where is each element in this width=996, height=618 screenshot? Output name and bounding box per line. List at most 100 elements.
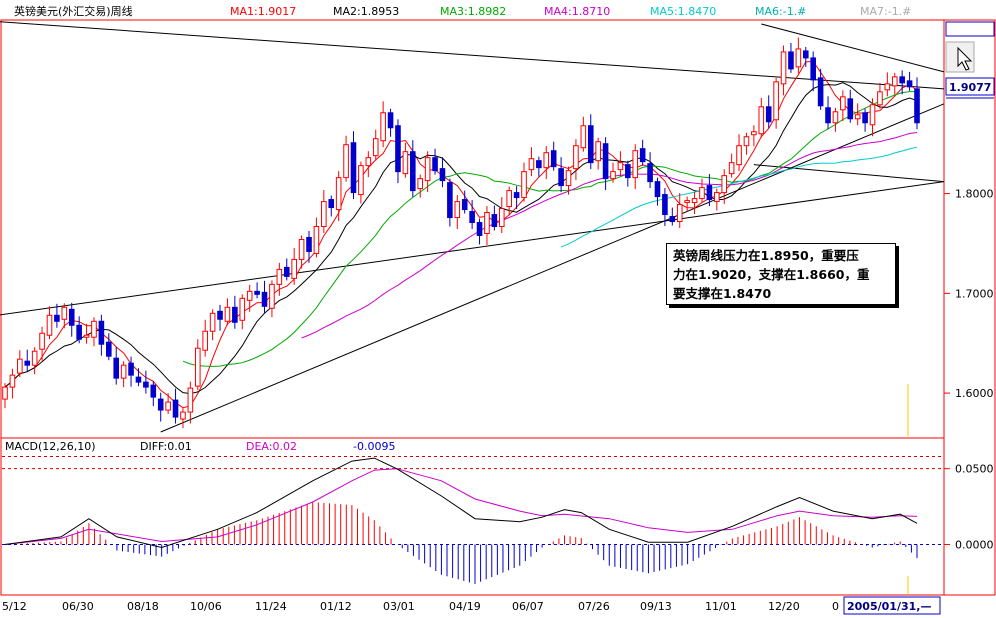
candle-body (802, 50, 809, 59)
candle-body (387, 112, 394, 129)
candle-body (714, 192, 720, 203)
y-tick-label: 1.7000 (955, 287, 994, 300)
candle-body (862, 112, 868, 124)
x-tick-label: 04/19 (449, 600, 481, 613)
ma-legend: MA1:1.9017 MA2:1.8953 MA3:1.8982 MA4:1.8710… (230, 5, 911, 18)
candle-body (261, 291, 268, 307)
candle-body (217, 310, 223, 320)
candle-body (647, 163, 653, 183)
candle-body (662, 194, 668, 216)
trend-line (160, 103, 945, 433)
candle-body (691, 198, 698, 204)
candle-body (817, 77, 824, 107)
candle-body (61, 306, 68, 320)
ma-legend-item: MA4:1.8710 (544, 5, 610, 18)
macd-diff-line (4, 457, 918, 549)
candle-body (699, 187, 705, 200)
candle-body (491, 214, 498, 228)
chart-title: 英镑美元(外汇交易)周线 (14, 4, 133, 18)
price-tag-box (945, 77, 995, 96)
candle-body (24, 360, 31, 366)
candle-body (417, 178, 424, 190)
annotation-line-3: 要支撑在1.8470 (673, 286, 772, 301)
ma-line (560, 146, 918, 248)
x-tick-label: 11/24 (255, 600, 287, 613)
candle-body (595, 141, 601, 162)
candle-body (840, 96, 846, 111)
candle-body (684, 200, 690, 204)
macd-y-tick-label: 0.0000 (955, 538, 994, 551)
candle-body (358, 165, 364, 196)
x-tick-label: 08/18 (127, 600, 159, 613)
candle-body (825, 107, 831, 124)
ma-legend-item: MA6:-1.# (755, 5, 806, 18)
blue-marker-top (945, 21, 995, 37)
candle-body (46, 314, 53, 336)
candle-body (780, 51, 787, 85)
candle-body (751, 131, 757, 136)
candle-body (580, 125, 587, 149)
candle-body (602, 143, 609, 180)
macd-dea-line (4, 468, 918, 545)
candle-body (365, 157, 372, 167)
macd-name: MACD(12,26,10) (5, 440, 96, 453)
candle-body (224, 306, 231, 322)
x-tick-label: 12/20 (768, 600, 800, 613)
x-tick-label: 09/13 (640, 600, 672, 613)
annotation-line-1: 英镑周线压力在1.8950，重要压 (673, 248, 859, 263)
candle-body (98, 320, 105, 345)
annotation-box: 英镑周线压力在1.8950，重要压 力在1.9020，支撑在1.8660，重 要… (666, 243, 896, 305)
macd-value: -0.0095 (353, 440, 395, 453)
trend-line (753, 164, 945, 183)
candle-body (276, 268, 283, 285)
candle-body (706, 185, 713, 201)
ma-legend-item: MA1:1.9017 (230, 5, 296, 18)
candle-body (832, 111, 839, 124)
candle-body (180, 411, 186, 420)
candle-body (306, 236, 312, 252)
candle-body (558, 168, 564, 187)
candle-body (298, 238, 305, 260)
candle-body (17, 358, 23, 374)
candle-body (765, 106, 772, 123)
candle-body (68, 308, 75, 326)
candle-body (246, 290, 253, 301)
candle-body (135, 376, 142, 383)
date-tag-box (843, 596, 941, 615)
candle-body (254, 290, 260, 295)
candle-body (239, 297, 246, 321)
price-tag: 1.9077 (949, 81, 991, 94)
x-tick-label: 11/01 (705, 600, 737, 613)
candle-body (269, 283, 275, 309)
candle-body (669, 216, 676, 223)
candle-body (513, 192, 520, 199)
candle-body (432, 157, 438, 172)
ma-line (182, 91, 917, 367)
cursor-arrow-icon (945, 41, 975, 73)
macd-diff: DIFF:0.01 (140, 440, 192, 453)
ma-legend-item: MA3:1.8982 (440, 5, 506, 18)
candle-body (788, 51, 794, 70)
candle-body (402, 151, 409, 175)
candle-body (721, 175, 728, 194)
candle-body (232, 306, 238, 323)
candle-body (632, 150, 639, 179)
candle-body (795, 48, 802, 68)
candle-body (498, 208, 505, 228)
x-tick-label: 10/06 (190, 600, 222, 613)
candle-body (76, 324, 82, 340)
candle-body (380, 112, 386, 142)
x-tick-label: 03/01 (383, 600, 415, 613)
y-tick-label: 1.6000 (955, 387, 994, 400)
candle-body (891, 76, 898, 87)
candle-body (194, 347, 201, 387)
candle-body (877, 91, 883, 106)
candle-body (54, 314, 60, 322)
candle-body (106, 341, 112, 357)
trend-line (761, 23, 945, 73)
candle-body (506, 190, 512, 208)
candle-body (328, 199, 335, 209)
candle-body (150, 384, 157, 398)
x-tick-label: 07/26 (578, 600, 610, 613)
